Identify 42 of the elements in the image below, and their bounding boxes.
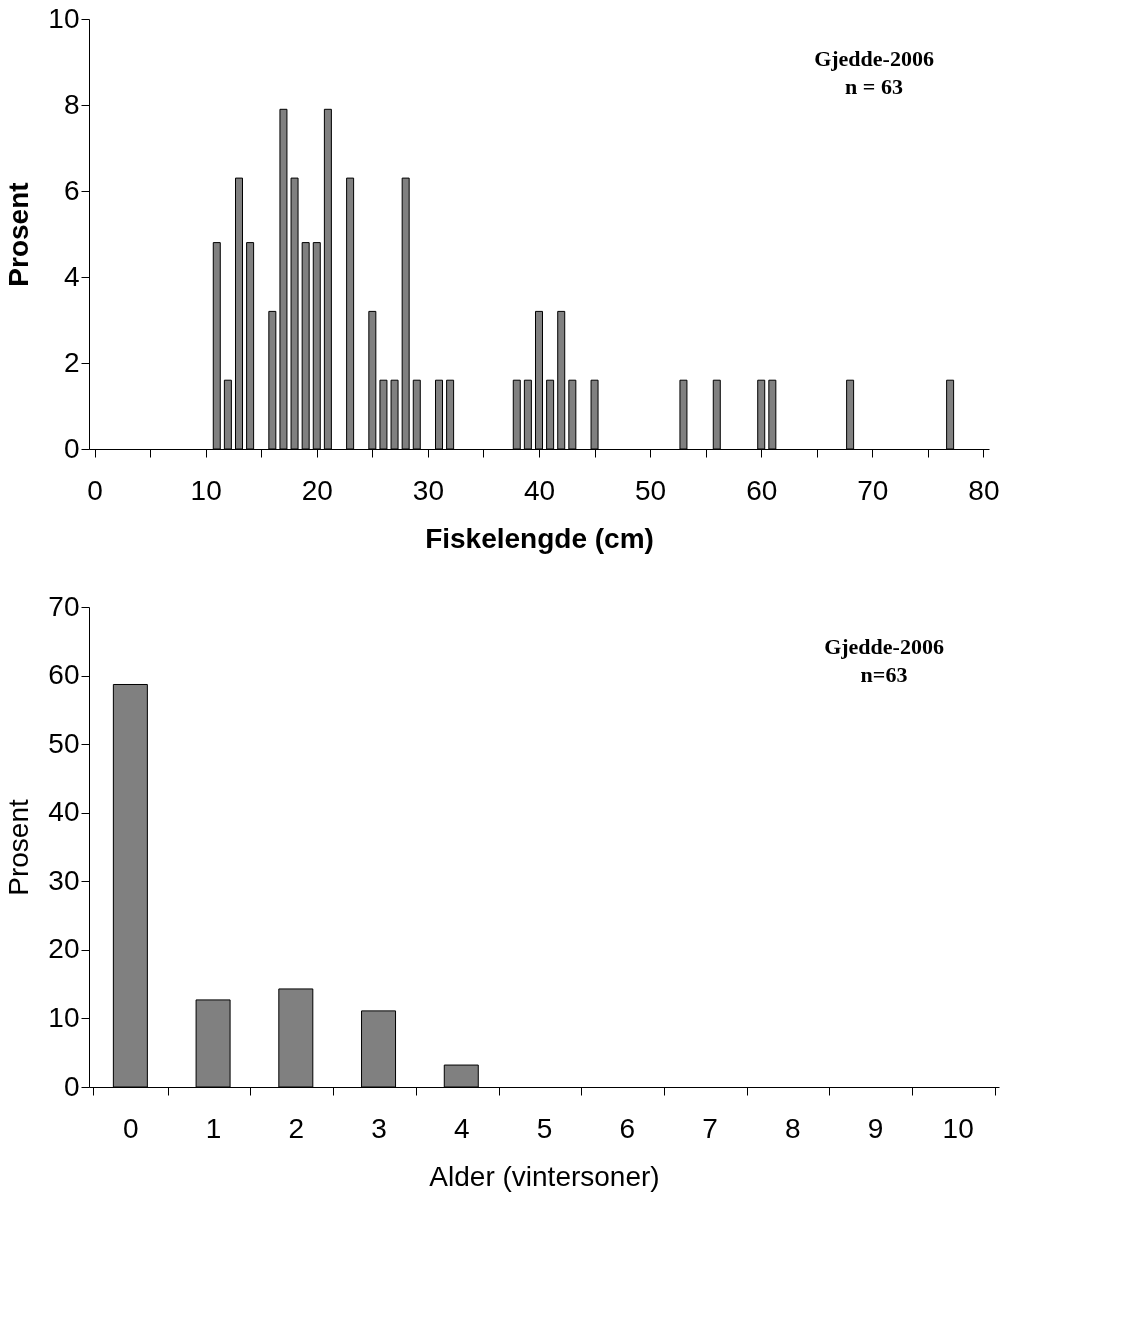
y-tick-label: 20 xyxy=(48,933,80,965)
y-tick-label: 0 xyxy=(63,1070,80,1102)
x-tick-label: 7 xyxy=(702,1112,718,1144)
x-tick-label: 80 xyxy=(968,474,1000,506)
y-tick-label: 70 xyxy=(48,590,80,622)
x-tick-label: 0 xyxy=(87,474,103,506)
x-tick-label: 60 xyxy=(746,474,778,506)
y-tick-label: 0 xyxy=(63,432,80,464)
y-tick-label: 8 xyxy=(63,88,80,120)
x-tick-label: 3 xyxy=(371,1112,387,1144)
annotation: n = 63 xyxy=(845,74,903,99)
x-tick-label: 4 xyxy=(453,1112,470,1144)
x-tick-label: 20 xyxy=(301,474,333,506)
y-tick-label: 30 xyxy=(48,864,80,896)
y-tick-label: 40 xyxy=(48,796,80,828)
y-axis-title: Prosent xyxy=(3,799,35,896)
x-tick-label: 70 xyxy=(857,474,889,506)
x-tick-label: 50 xyxy=(635,474,667,506)
x-tick-label: 6 xyxy=(619,1112,636,1144)
annotation: Gjedde-2006 xyxy=(814,46,934,71)
x-axis-title: Alder (vintersoner) xyxy=(429,1160,660,1192)
annotation: Gjedde-2006 xyxy=(824,634,944,659)
x-tick-label: 40 xyxy=(523,474,556,506)
x-tick-label: 8 xyxy=(784,1112,801,1144)
y-axis-title: Prosent xyxy=(3,182,35,287)
x-tick-label: 5 xyxy=(536,1112,553,1144)
y-tick-label: 50 xyxy=(48,727,80,759)
x-tick-label: 2 xyxy=(288,1112,305,1144)
x-tick-label: 30 xyxy=(412,474,444,506)
x-tick-label: 1 xyxy=(205,1112,222,1144)
y-tick-label: 10 xyxy=(48,1001,80,1033)
annotation: n=63 xyxy=(860,662,908,687)
x-tick-label: 10 xyxy=(942,1112,974,1144)
y-tick-label: 2 xyxy=(63,346,80,378)
x-axis-title: Fiskelengde (cm) xyxy=(425,522,654,554)
y-tick-label: 6 xyxy=(63,174,80,206)
y-tick-label: 60 xyxy=(48,659,80,691)
y-tick-label: 4 xyxy=(63,260,80,292)
x-tick-label: 9 xyxy=(867,1112,884,1144)
x-tick-label: 10 xyxy=(190,474,222,506)
y-tick-label: 10 xyxy=(48,2,80,34)
x-tick-label: 0 xyxy=(123,1112,139,1144)
